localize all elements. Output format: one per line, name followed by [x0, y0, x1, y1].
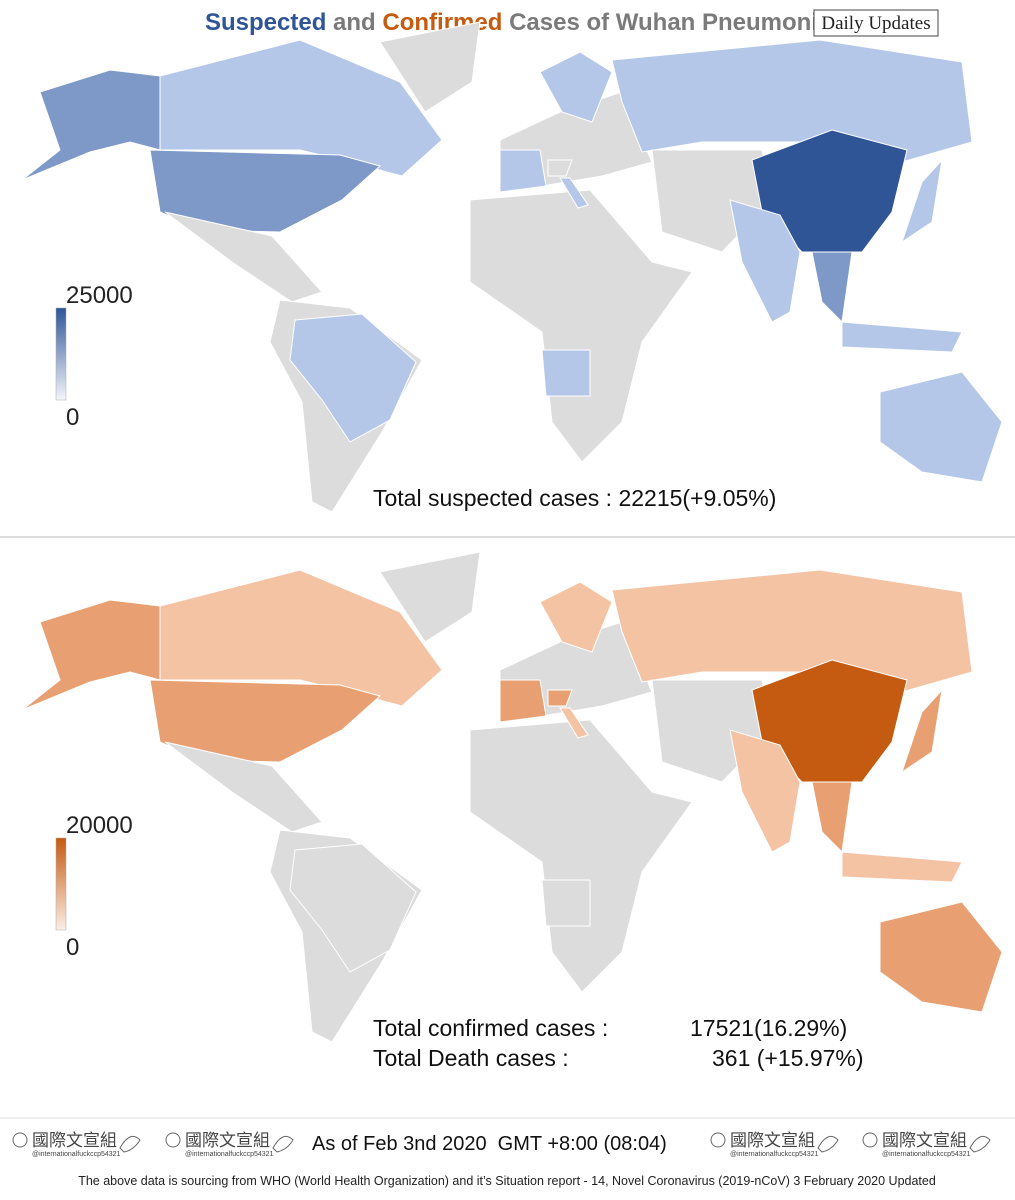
legend-min: 0 — [66, 404, 79, 431]
country-region — [159, 569, 443, 707]
country-region — [499, 679, 547, 723]
watermark: 國際文宣組 — [32, 1131, 117, 1150]
watermark: 國際文宣組 — [730, 1131, 815, 1150]
title-part: Cases of Wuhan Pneumonia — [509, 9, 832, 36]
watermark-logo — [817, 1135, 839, 1153]
summary-text: Total suspected cases : 22215(+9.05%) — [373, 485, 776, 511]
watermark: 國際文宣組 — [882, 1131, 967, 1150]
watermark-handle: @internationalfuckccp54321 — [730, 1151, 819, 1158]
badge: Daily Updates — [821, 13, 930, 34]
watermark-logo — [119, 1135, 141, 1153]
source: The above data is sourcing from WHO (Wor… — [78, 1174, 936, 1188]
country-region — [729, 729, 801, 853]
country-region — [539, 51, 613, 123]
legend-min: 0 — [66, 934, 79, 961]
timestamp: As of Feb 3nd 2020 GMT +8:00 (08:04) — [312, 1133, 667, 1155]
watermark-handle: @internationalfuckccp54321 — [882, 1151, 971, 1158]
watermark: 國際文宣組 — [185, 1131, 270, 1150]
country-region — [499, 149, 547, 193]
title: Suspected and Confirmed Cases of Wuhan P… — [205, 9, 832, 36]
watermark-logo — [272, 1135, 294, 1153]
country-region — [559, 707, 589, 739]
country-region — [164, 741, 323, 833]
legend-max: 25000 — [66, 282, 133, 309]
country-region — [149, 679, 382, 763]
title-part: Suspected — [205, 9, 326, 36]
country-region — [901, 688, 943, 774]
country-region — [469, 719, 693, 993]
country-region — [547, 689, 573, 707]
badge-box — [813, 9, 939, 37]
summary-text: 17521(16.29%) — [690, 1015, 847, 1041]
legend-max: 20000 — [66, 812, 133, 839]
country-region — [21, 599, 161, 711]
country-region — [164, 211, 323, 303]
country-region — [879, 371, 1003, 483]
country-region — [729, 199, 801, 323]
watermark-icon — [165, 1132, 181, 1148]
country-region — [541, 879, 591, 927]
country-region — [559, 177, 589, 209]
country-region — [21, 69, 161, 181]
country-region — [469, 189, 693, 463]
legend-bar — [55, 307, 67, 401]
world-map: 20000 0 Total confirmed cases : 17521(16.29… — [21, 551, 1003, 1071]
country-region — [539, 581, 613, 653]
country-region — [841, 321, 963, 353]
country-region — [159, 39, 443, 177]
country-region — [879, 901, 1003, 1013]
watermark-icon — [710, 1132, 726, 1148]
watermark-icon — [12, 1132, 28, 1148]
watermark-handle: @internationalfuckccp54321 — [185, 1151, 274, 1158]
country-region — [289, 313, 417, 443]
summary-text: 361 (+15.97%) — [712, 1045, 864, 1071]
title-part: and — [333, 9, 376, 36]
country-region — [841, 851, 963, 883]
watermark-handle: @internationalfuckccp54321 — [32, 1151, 121, 1158]
world-map: 25000 0 Total suspected cases : 22215(+9.0… — [21, 21, 1003, 513]
country-region — [149, 149, 382, 233]
country-region — [379, 21, 481, 113]
country-region — [541, 349, 591, 397]
watermark-logo — [969, 1135, 991, 1153]
country-region — [901, 158, 943, 244]
country-region — [289, 843, 417, 973]
country-region — [379, 551, 481, 643]
country-region — [547, 159, 573, 177]
summary-text: Total confirmed cases : — [373, 1015, 608, 1041]
legend-bar — [55, 837, 67, 931]
summary-text: Total Death cases : — [373, 1045, 569, 1071]
watermark-icon — [862, 1132, 878, 1148]
